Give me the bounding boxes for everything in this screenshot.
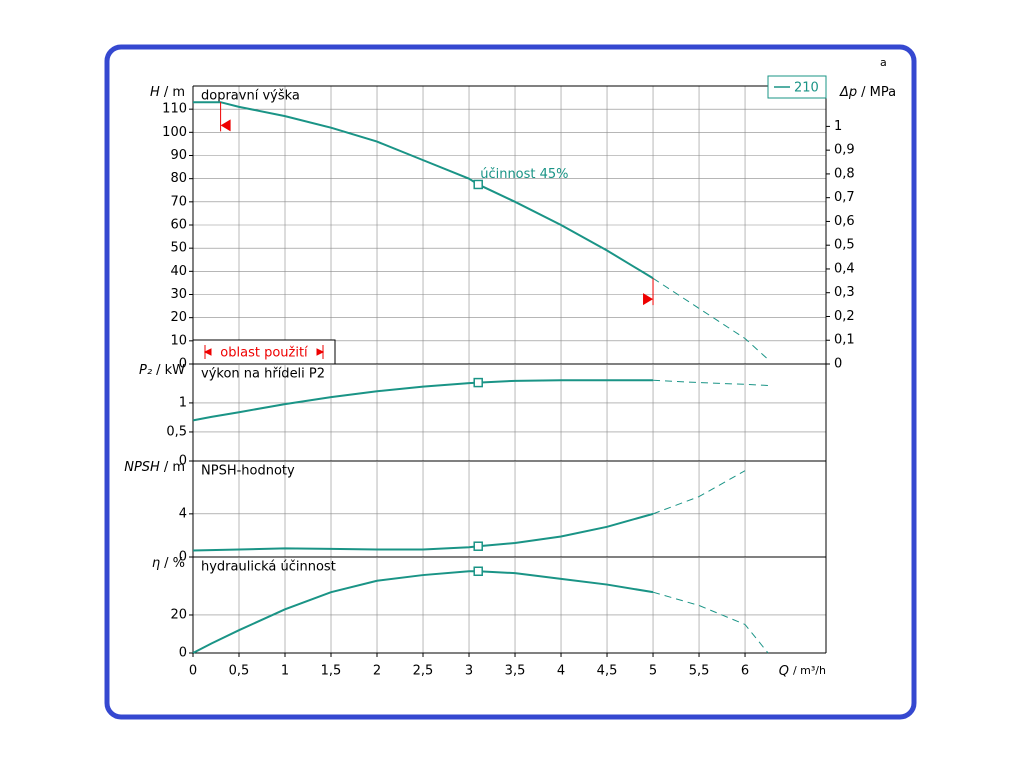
- duty-point: [473, 566, 483, 577]
- y-tick-label: 90: [170, 148, 187, 163]
- y-label-unit: / kW: [156, 363, 185, 378]
- y-tick-label: 70: [170, 194, 187, 209]
- legend-box: [767, 75, 827, 99]
- x-tick-label: 1,5: [321, 664, 342, 679]
- y2-tick-label: 0,2: [834, 309, 855, 324]
- y-tick-label: 40: [170, 264, 187, 279]
- duty-point: [473, 541, 483, 551]
- y2-tick-label: 0,3: [834, 285, 855, 300]
- y2-tick-label: 0,5: [834, 238, 855, 253]
- y-tick-label: 0: [179, 454, 187, 469]
- y2-tick-label: 0,7: [834, 190, 855, 205]
- range-box: [192, 339, 336, 365]
- y-tick-label: 100: [162, 125, 187, 140]
- y-label-unit: / m: [164, 85, 185, 100]
- series-line: [192, 512, 654, 552]
- x-tick-label: 5: [649, 664, 657, 679]
- x-axis-label: Q / m³/h: [779, 664, 826, 679]
- y-tick-label: 0: [179, 550, 187, 565]
- y-axis-label: H / m: [150, 85, 185, 100]
- y2-tick-label: 0,8: [834, 166, 855, 181]
- panel-title: výkon na hřídeli P2: [201, 367, 325, 382]
- y-axis-label: P₂ / kW: [139, 363, 185, 378]
- x-tick-label: 5,5: [689, 664, 710, 679]
- x-tick-label: 0,5: [229, 664, 250, 679]
- y2-tick-label: 1: [834, 119, 842, 134]
- y-label-var: η: [152, 556, 160, 571]
- annotation: účinnost 45%: [480, 167, 568, 182]
- series-line-dashed: [652, 470, 746, 515]
- y-label-unit: / m: [164, 460, 185, 475]
- x-tick-label: 2,5: [413, 664, 434, 679]
- x-tick-label: 2: [373, 664, 381, 679]
- x-tick-label: 4,5: [597, 664, 618, 679]
- range-label: oblast použití: [220, 346, 308, 361]
- range-marker: [220, 119, 231, 132]
- y-axis-label: η / %: [152, 556, 185, 571]
- y2-label-unit: / MPa: [861, 85, 896, 100]
- y-label-unit: / %: [164, 556, 185, 571]
- y-tick-label: 10: [170, 333, 187, 348]
- series-line: [193, 101, 654, 280]
- y2-label-var: Δp: [839, 85, 857, 100]
- y-tick-label: 30: [170, 287, 187, 302]
- y2-tick-label: 0,9: [834, 143, 855, 158]
- y2-tick-label: 0: [834, 357, 842, 372]
- x-tick-label: 0: [189, 664, 197, 679]
- y-tick-label: 60: [170, 218, 187, 233]
- y-tick-label: 50: [170, 241, 187, 256]
- x-tick-label: 3,5: [505, 664, 526, 679]
- panel-title: hydraulická účinnost: [201, 560, 336, 575]
- panel-title: dopravní výška: [201, 89, 300, 104]
- x-tick-label: 4: [557, 664, 565, 679]
- panel-title: NPSH-hodnoty: [201, 464, 295, 479]
- y-tick-label: 0,5: [166, 424, 187, 439]
- x-label-unit: / m³/h: [793, 664, 826, 677]
- y-label-var: P₂: [139, 363, 152, 378]
- y-axis-label: NPSH / m: [124, 460, 185, 475]
- y-tick-label: 0: [179, 646, 187, 661]
- range-arrows: [203, 345, 325, 359]
- y2-tick-label: 0,4: [834, 261, 855, 276]
- duty-point: [473, 377, 483, 388]
- y-tick-label: 110: [162, 102, 187, 117]
- legend-label: 210: [794, 81, 819, 96]
- range-marker: [643, 293, 654, 306]
- y-tick-label: 4: [179, 506, 187, 521]
- y-label-var: H: [150, 85, 160, 100]
- x-tick-label: 1: [281, 664, 289, 679]
- y-tick-label: 80: [170, 171, 187, 186]
- x-tick-label: 3: [465, 664, 473, 679]
- series-line: [192, 570, 654, 654]
- duty-point: [473, 179, 483, 190]
- y-tick-label: 1: [179, 395, 187, 410]
- y2-axis-label: Δp / MPa: [839, 85, 896, 100]
- series-line-dashed: [652, 591, 769, 654]
- y-tick-label: 20: [170, 607, 187, 622]
- x-label-var: Q: [779, 664, 789, 679]
- plot: 010203040506070809010011000,10,20,30,40,…: [124, 75, 896, 679]
- y2-tick-label: 0,1: [834, 333, 855, 348]
- corner-text: a: [880, 56, 887, 69]
- series-line-dashed: [652, 277, 769, 360]
- y-label-var: NPSH: [124, 460, 160, 475]
- x-tick-label: 6: [741, 664, 749, 679]
- y2-tick-label: 0,6: [834, 214, 855, 229]
- y-tick-label: 0: [179, 357, 187, 372]
- series-line: [192, 379, 654, 422]
- y-tick-label: 20: [170, 310, 187, 325]
